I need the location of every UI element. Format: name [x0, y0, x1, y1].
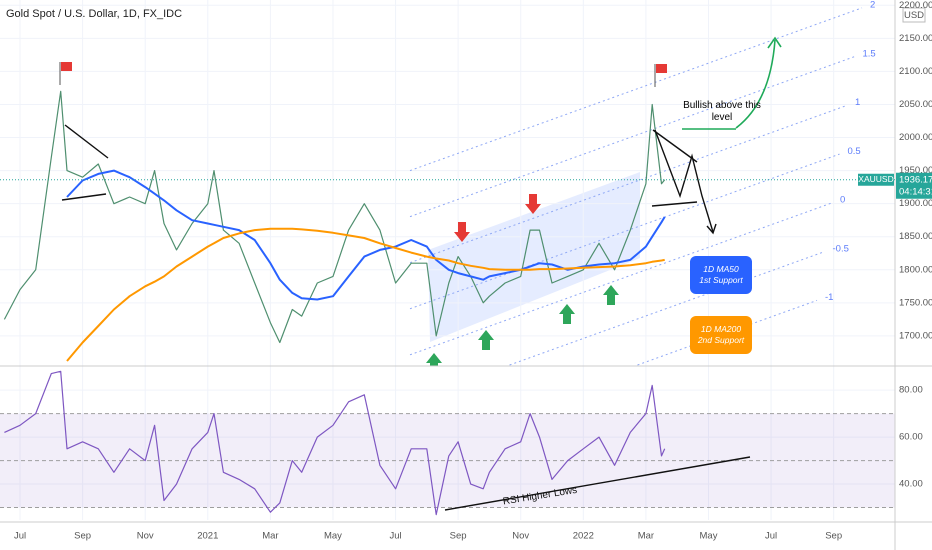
y-tick-label: 1750.00 — [899, 297, 932, 308]
y-tick-label: 60.00 — [899, 432, 923, 443]
ma200-support: 2nd Support — [697, 335, 745, 345]
chart-title: Gold Spot / U.S. Dollar, 1D, FX_IDC — [6, 8, 182, 20]
currency: USD — [904, 10, 924, 21]
fib-line — [509, 251, 825, 366]
last-price: 1936.17 — [899, 174, 932, 185]
series-line — [66, 227, 665, 362]
signal-arrows — [426, 194, 619, 366]
fib-label: 0.5 — [848, 146, 861, 157]
x-tick-label: Jul — [765, 531, 777, 542]
y-tick-label: 2050.00 — [899, 99, 932, 110]
y-tick-label: 2100.00 — [899, 66, 932, 77]
y-tick-label: 2150.00 — [899, 33, 932, 44]
symbol-box — [858, 173, 894, 186]
x-tick-label: 2021 — [197, 531, 218, 542]
fib-line — [409, 153, 840, 310]
x-tick-label: May — [700, 531, 718, 542]
x-tick-label: Sep — [450, 531, 467, 542]
fib-label: 0 — [840, 195, 845, 206]
ma200-label: 1D MA200 — [700, 324, 742, 334]
flags — [59, 62, 667, 87]
ma50-label: 1D MA50 — [703, 264, 739, 274]
fib-label: -0.5 — [833, 243, 849, 254]
symbol: XAUUSD — [858, 174, 893, 184]
x-tick-label: Nov — [512, 531, 529, 542]
x-tick-label: Jul — [389, 531, 401, 542]
y-tick-label: 80.00 — [899, 385, 923, 396]
fib-line — [409, 56, 855, 218]
fib-label: 1 — [855, 97, 860, 108]
countdown: 04:14:31 — [899, 186, 932, 197]
x-tick-label: Sep — [74, 531, 91, 542]
y-tick-label: 2200.00 — [899, 0, 932, 11]
y-tick-label: 2000.00 — [899, 132, 932, 143]
trend-lines — [61, 124, 751, 511]
marks — [0, 0, 895, 520]
bullish-note: Bullish above this level — [683, 100, 761, 123]
series-line — [3, 90, 666, 344]
y-tick-label: 1950.00 — [899, 165, 932, 176]
y-tick-label: 1900.00 — [899, 198, 932, 209]
x-tick-label: Sep — [825, 531, 842, 542]
y-tick-label: 40.00 — [899, 479, 923, 490]
x-tick-label: Mar — [262, 531, 278, 542]
x-tick-label: Mar — [638, 531, 654, 542]
series-line — [4, 370, 666, 516]
x-tick-label: Jul — [14, 531, 26, 542]
x-tick-label: 2022 — [573, 531, 594, 542]
currency-box — [902, 7, 926, 23]
fib-line — [409, 7, 863, 172]
bullish-arrow — [682, 36, 782, 130]
ma200-note: 1D MA200 2nd Support — [690, 316, 752, 354]
fib-label: -1 — [825, 292, 833, 303]
fib-label: 2 — [870, 0, 875, 11]
ma50-note: 1D MA50 1st Support — [690, 256, 752, 294]
y-tick-label: 1800.00 — [899, 264, 932, 275]
x-tick-label: May — [324, 531, 342, 542]
y-tick-label: 1700.00 — [899, 330, 932, 341]
fib-label: 1.5 — [863, 48, 876, 59]
price-box — [896, 172, 932, 199]
ma50-support: 1st Support — [699, 275, 743, 285]
x-tick-label: Nov — [137, 531, 154, 542]
y-tick-label: 1850.00 — [899, 231, 932, 242]
